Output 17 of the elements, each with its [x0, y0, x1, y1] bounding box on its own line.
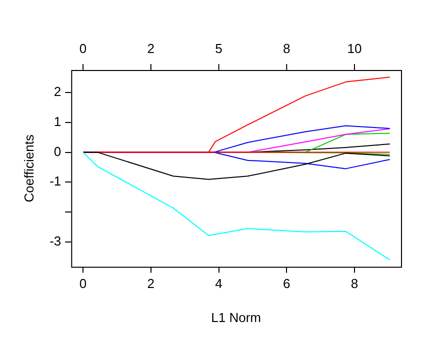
x-tick-label: 2 [147, 276, 155, 292]
y-tick-label: 2 [54, 84, 62, 100]
x-tick-label: 8 [350, 276, 358, 292]
x-tick-label: 0 [79, 276, 87, 292]
text: 2 [147, 41, 155, 56]
y-tick-label: 1 [54, 114, 62, 130]
x-axis-title: L1 Norm [211, 310, 262, 325]
y-tick-label: 0 [54, 144, 62, 159]
text: 8 [283, 41, 290, 56]
x-tick-label: 4 [215, 276, 222, 292]
y-tick-label: -3 [50, 233, 62, 248]
y-tick-label: -1 [50, 174, 62, 189]
y-axis-title: Coefficients [21, 134, 36, 202]
text: 5 [215, 41, 222, 56]
x-tick-label: 6 [283, 276, 290, 292]
text: 10 [347, 41, 362, 56]
text: 0 [79, 41, 87, 56]
